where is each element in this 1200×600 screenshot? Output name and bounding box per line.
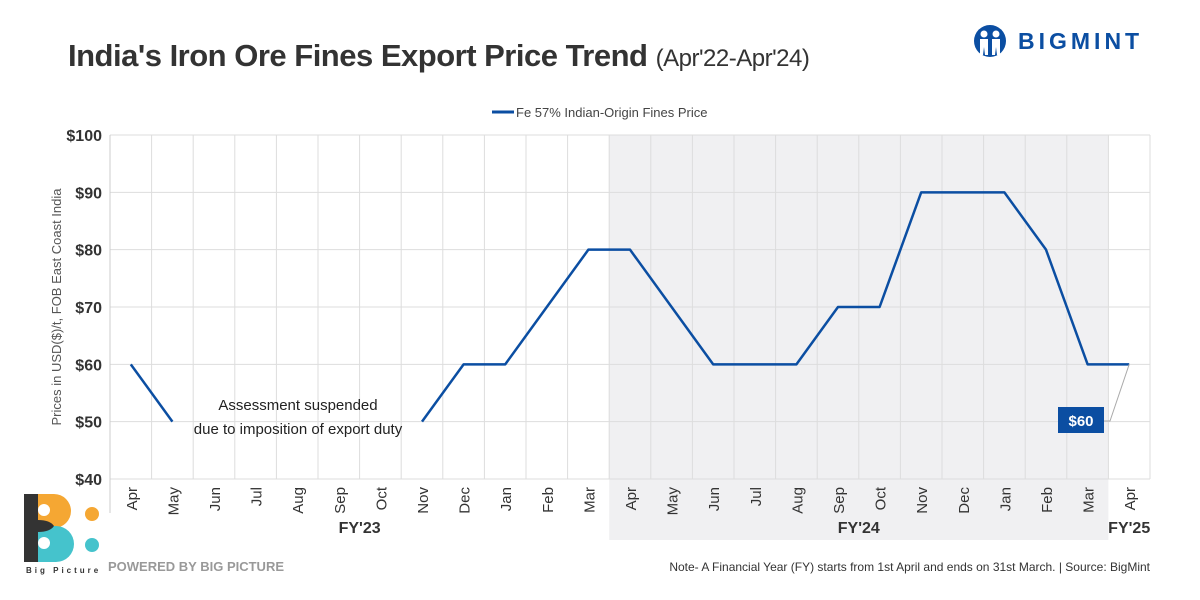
x-tick-label: Jul: [748, 487, 765, 506]
y-tick-label: $100: [66, 128, 102, 145]
value-badge: [1058, 407, 1104, 433]
x-tick-label: Oct: [373, 486, 390, 510]
x-tick-label: Jul: [249, 487, 266, 506]
x-tick-label: Jun: [207, 487, 224, 511]
y-axis-title: Prices in USD($)/t, FOB East Coast India: [49, 188, 64, 426]
big-picture-label: Big Picture: [26, 566, 102, 575]
powered-by: POWERED BY BIG PICTURE: [108, 559, 285, 574]
x-tick-label: Nov: [415, 487, 432, 514]
x-tick-label: Aug: [290, 487, 307, 514]
x-tick-label: Dec: [956, 487, 973, 514]
y-tick-label: $80: [75, 243, 102, 260]
fiscal-year-label: FY'25: [1108, 520, 1150, 537]
x-tick-label: Jan: [498, 487, 515, 511]
annotation-text: Assessment suspended: [218, 397, 377, 414]
x-tick-label: Apr: [623, 487, 640, 510]
x-tick-label: Mar: [1081, 487, 1098, 513]
y-tick-label: $40: [75, 472, 102, 489]
subtitle-text: (Apr'22-Apr'24): [655, 45, 810, 72]
fiscal-year-label: FY'23: [339, 520, 381, 537]
x-tick-label: Feb: [540, 487, 557, 513]
series-line: [129, 363, 174, 423]
series-line: [420, 191, 1130, 423]
x-tick-label: Oct: [873, 486, 890, 510]
x-tick-label: Apr: [1122, 487, 1139, 510]
x-tick-label: Feb: [1039, 487, 1056, 513]
title-text: India's Iron Ore Fines Export Price Tren…: [68, 38, 648, 73]
y-tick-label: $70: [75, 300, 102, 317]
x-tick-label: Apr: [124, 487, 141, 510]
annotation-text: due to imposition of export duty: [194, 421, 403, 438]
legend-label: Fe 57% Indian-Origin Fines Price: [516, 105, 707, 120]
brand-name: BIGMINT: [1018, 27, 1144, 54]
x-tick-label: Sep: [332, 487, 349, 514]
callout-leader: [1104, 364, 1130, 422]
y-tick-label: $60: [75, 357, 102, 374]
x-tick-label: May: [665, 487, 682, 516]
x-tick-label: Nov: [914, 487, 931, 514]
bigmint-logo-icon: [974, 25, 1006, 57]
x-tick-label: Aug: [789, 487, 806, 514]
footnote: Note- A Financial Year (FY) starts from …: [669, 560, 1150, 574]
x-tick-label: Dec: [457, 487, 474, 514]
big-picture-logo-icon: [24, 494, 99, 562]
bigmint-logo: BIGMINT: [972, 24, 1143, 58]
value-badge-label: $60: [1068, 413, 1093, 430]
y-tick-label: $90: [75, 185, 102, 202]
x-tick-label: May: [165, 487, 182, 516]
x-tick-label: Jun: [706, 487, 723, 511]
x-tick-label: Mar: [581, 487, 598, 513]
x-tick-label: Sep: [831, 487, 848, 514]
chart-title: India's Iron Ore Fines Export Price Tren…: [68, 38, 810, 74]
x-tick-label: Jan: [997, 487, 1014, 511]
y-tick-label: $50: [75, 415, 102, 432]
fiscal-year-label: FY'24: [838, 520, 880, 537]
